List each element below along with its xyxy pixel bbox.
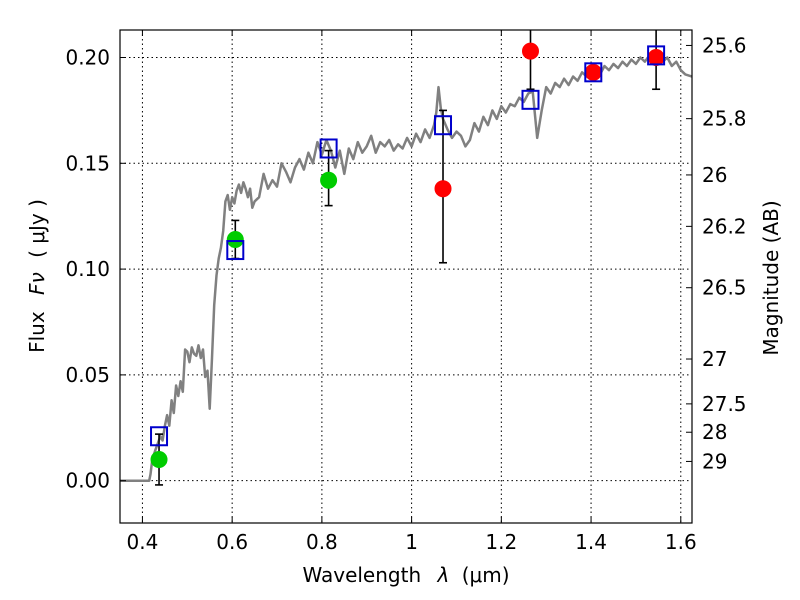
x-axis-label-unit: (μm) bbox=[462, 563, 510, 587]
model-photometry-square bbox=[319, 138, 338, 159]
magnitude-tick-label: 25.8 bbox=[702, 107, 747, 131]
detection-point bbox=[226, 230, 244, 248]
magnitude-tick-label: 29 bbox=[702, 449, 727, 473]
model-photometry-square bbox=[434, 115, 453, 136]
svg-text:Flux Fν ( μJy ): Flux Fν ( μJy ) bbox=[25, 199, 49, 353]
svg-text:Wavelength λ (μm): Wavelength λ (μm) bbox=[302, 563, 509, 587]
x-tick-label: 1.4 bbox=[575, 530, 607, 554]
magnitude-tick-label: 26 bbox=[702, 163, 727, 187]
model-photometry-square bbox=[647, 45, 666, 66]
x-tick-label: 1 bbox=[405, 530, 418, 554]
x-tick-label: 1.2 bbox=[485, 530, 517, 554]
nir-point bbox=[647, 49, 665, 67]
y-tick-label: 0.20 bbox=[65, 46, 110, 70]
right-axis-title: Magnitude (AB) bbox=[759, 200, 783, 355]
magnitude-tick-label: 27 bbox=[702, 347, 727, 371]
x-axis-label-text: Wavelength bbox=[302, 563, 421, 587]
y-tick-label: 0.00 bbox=[65, 469, 110, 493]
y-axis-title: Flux Fν ( μJy ) bbox=[25, 199, 49, 353]
y-tick-label: 0.10 bbox=[65, 257, 110, 281]
magnitude-tick-label: 26.2 bbox=[702, 214, 747, 238]
magnitude-tick-label: 26.5 bbox=[702, 276, 747, 300]
nir-point bbox=[584, 63, 602, 81]
y-tick-label: 0.05 bbox=[65, 363, 110, 387]
x-axis-title: Wavelength λ (μm) bbox=[302, 563, 509, 587]
model-photometry-square bbox=[584, 62, 603, 83]
model-photometry-square bbox=[226, 240, 245, 261]
y-axis-label-text: Flux bbox=[25, 311, 49, 353]
grid bbox=[120, 30, 692, 523]
x-tick-label: 0.8 bbox=[306, 530, 338, 554]
magnitude-tick-label: 25.6 bbox=[702, 33, 747, 57]
detection-point bbox=[320, 171, 338, 189]
plot-frame bbox=[119, 29, 693, 524]
x-axis-label-symbol: λ bbox=[437, 563, 450, 587]
detection-point bbox=[150, 451, 168, 469]
nir-point bbox=[521, 42, 539, 60]
model-spectrum-line bbox=[120, 52, 692, 482]
y-axis-label-unit: ( μJy ) bbox=[25, 199, 49, 258]
magnitude-tick-label: 27.5 bbox=[702, 392, 747, 416]
x-tick-label: 0.4 bbox=[127, 530, 159, 554]
magnitude-tick-label: 28 bbox=[702, 420, 727, 444]
plot-area bbox=[120, 30, 692, 486]
x-tick-label: 1.6 bbox=[665, 530, 697, 554]
x-tick-label: 0.6 bbox=[216, 530, 248, 554]
y-axis-label-symbol: Fν bbox=[25, 272, 49, 295]
nir-point bbox=[434, 180, 452, 198]
model-photometry-square bbox=[150, 426, 169, 447]
model-photometry-square bbox=[521, 89, 540, 110]
axes: 0.4 0.6 0.8 1 1.2 1.4 1.6 0.00 0.05 0.10 0.15 0.20 2… bbox=[65, 29, 747, 554]
y-tick-label: 0.15 bbox=[65, 151, 110, 175]
